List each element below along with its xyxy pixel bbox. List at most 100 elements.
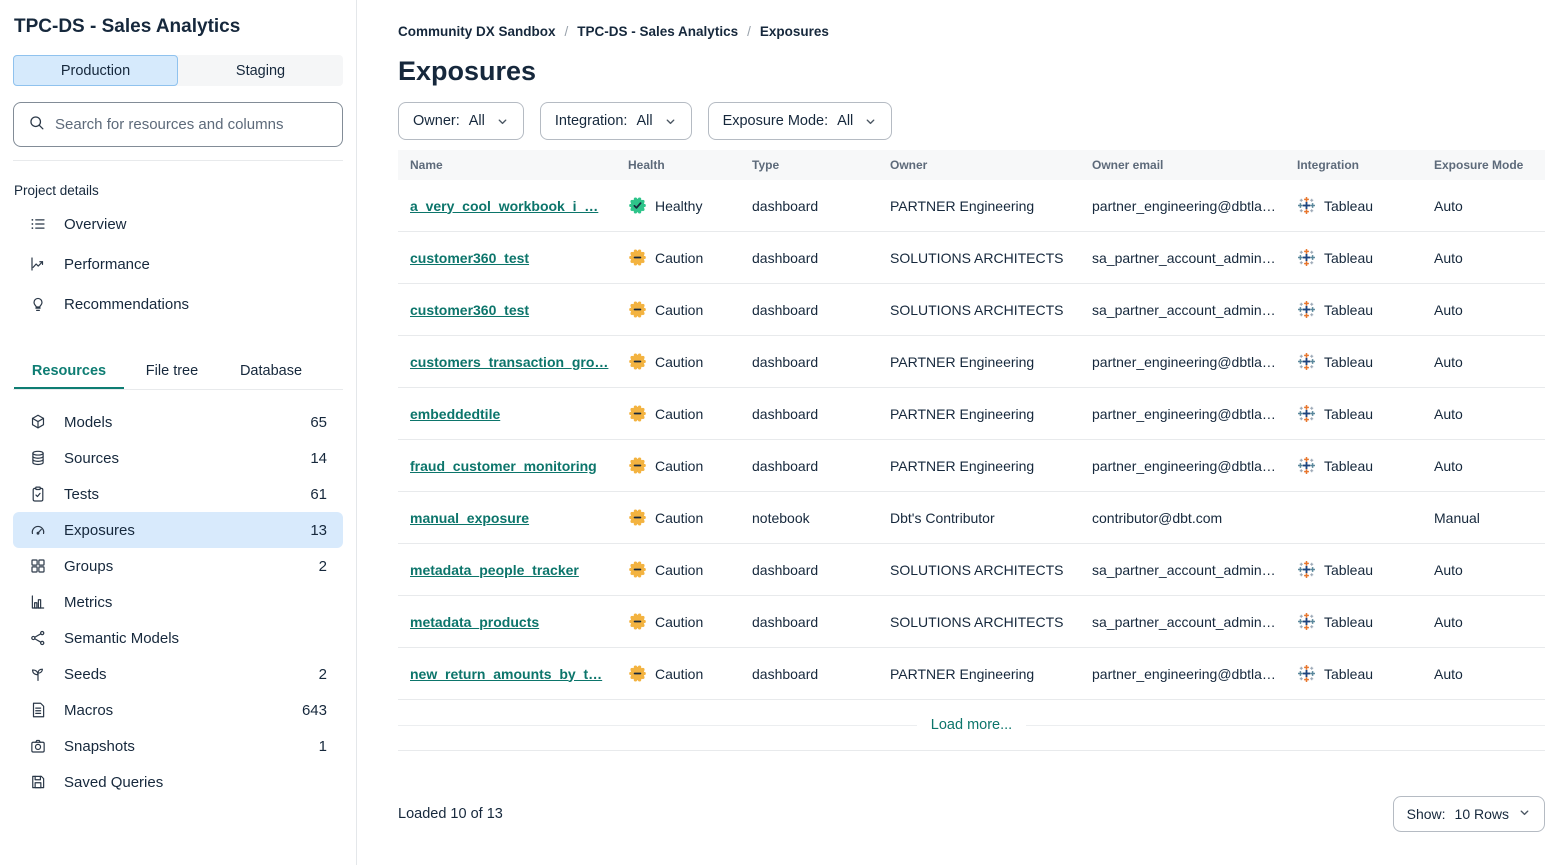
chart-line-icon bbox=[29, 255, 47, 273]
sidebar-item-semantic-models[interactable]: Semantic Models bbox=[13, 620, 343, 656]
exposure-name-link[interactable]: customer360_test bbox=[410, 249, 530, 266]
resource-label: Groups bbox=[64, 557, 114, 575]
column-header-owner: Owner bbox=[890, 158, 928, 172]
main-content: Community DX Sandbox / TPC-DS - Sales Anal… bbox=[357, 0, 1559, 865]
exposure-name-link[interactable]: metadata_people_tracker bbox=[410, 561, 579, 578]
health-caution-icon bbox=[628, 612, 647, 631]
bar-chart-icon bbox=[29, 593, 47, 611]
tab-database[interactable]: Database bbox=[239, 363, 303, 379]
cell-integration: Tableau bbox=[1285, 248, 1422, 267]
exposure-name-link[interactable]: fraud_customer_monitoring bbox=[410, 457, 597, 474]
resource-list: Models 65 Sources 14 Tests 61 Exposures 13 Group… bbox=[13, 404, 343, 800]
tab-staging[interactable]: Staging bbox=[235, 62, 286, 79]
sidebar-item-exposures[interactable]: Exposures 13 bbox=[13, 512, 343, 548]
filter-label: Integration: bbox=[554, 113, 628, 129]
sidebar-item-snapshots[interactable]: Snapshots 1 bbox=[13, 728, 343, 764]
camera-icon bbox=[29, 737, 47, 755]
exposure-name-link[interactable]: customer360_test bbox=[410, 301, 530, 318]
load-more-divider-right bbox=[1026, 724, 1546, 726]
resource-label: Semantic Models bbox=[64, 629, 180, 647]
table-row: embeddedtile Caution dashboard PARTNER Engi… bbox=[398, 388, 1545, 440]
sidebar-item-overview[interactable]: Overview bbox=[13, 204, 343, 244]
cell-owner: SOLUTIONS ARCHITECTS bbox=[890, 301, 1064, 318]
resource-label: Metrics bbox=[64, 593, 113, 611]
resource-label: Tests bbox=[64, 485, 100, 503]
health-healthy-icon bbox=[628, 196, 647, 215]
resource-label: Snapshots bbox=[64, 737, 135, 755]
show-rows-value: 10 Rows bbox=[1454, 806, 1509, 822]
show-rows-dropdown[interactable]: Show: 10 Rows bbox=[1392, 796, 1545, 832]
breadcrumb: Community DX Sandbox / TPC-DS - Sales Anal… bbox=[398, 24, 1545, 39]
exposure-name-link[interactable]: manual_exposure bbox=[410, 509, 530, 526]
grid-icon bbox=[29, 557, 47, 575]
resource-label: Sources bbox=[64, 449, 120, 467]
project-details-label: Project details bbox=[14, 183, 99, 198]
exposure-name-link[interactable]: embeddedtile bbox=[410, 405, 501, 422]
table-row: metadata_products Caution dashboard SOLUTIO… bbox=[398, 596, 1545, 648]
filter-exposure-mode[interactable]: Exposure Mode: All bbox=[707, 102, 893, 140]
health-label: Caution bbox=[655, 665, 704, 682]
integration-label: Tableau bbox=[1324, 197, 1374, 214]
integration-label: Tableau bbox=[1324, 457, 1374, 474]
search-box[interactable] bbox=[13, 102, 343, 147]
cell-owner: SOLUTIONS ARCHITECTS bbox=[890, 561, 1064, 578]
breadcrumb-item[interactable]: Community DX Sandbox bbox=[398, 24, 556, 39]
column-header-health: Health bbox=[628, 158, 665, 172]
table-row: metadata_people_tracker Caution dashboard S… bbox=[398, 544, 1545, 596]
sidebar-item-models[interactable]: Models 65 bbox=[13, 404, 343, 440]
sidebar-item-label: Overview bbox=[64, 215, 127, 233]
resource-count: 65 bbox=[310, 413, 327, 431]
filter-bar: Owner: All Integration: All Exposure Mode: Al… bbox=[398, 102, 1545, 140]
sidebar-item-tests[interactable]: Tests 61 bbox=[13, 476, 343, 512]
tab-file-tree[interactable]: File tree bbox=[145, 363, 199, 379]
column-header-owner-email: Owner email bbox=[1092, 158, 1164, 172]
cell-health: Caution bbox=[616, 404, 740, 423]
cell-owner-email: partner_engineering@dbtla… bbox=[1092, 353, 1276, 370]
sidebar-item-saved-queries[interactable]: Saved Queries bbox=[13, 764, 343, 800]
cell-exposure-mode: Auto bbox=[1434, 561, 1463, 578]
health-label: Caution bbox=[655, 457, 704, 474]
sidebar-item-groups[interactable]: Groups 2 bbox=[13, 548, 343, 584]
tab-resources[interactable]: Resources bbox=[14, 354, 124, 389]
cell-integration: Tableau bbox=[1285, 560, 1422, 579]
health-label: Healthy bbox=[655, 197, 703, 214]
filter-owner[interactable]: Owner: All bbox=[398, 102, 524, 140]
tab-production[interactable]: Production bbox=[13, 55, 178, 86]
cell-name: metadata_products bbox=[398, 614, 616, 630]
health-label: Caution bbox=[655, 613, 704, 630]
column-header-exposure-mode: Exposure Mode bbox=[1434, 158, 1524, 172]
exposure-name-link[interactable]: metadata_products bbox=[410, 613, 540, 630]
tableau-icon bbox=[1297, 456, 1316, 475]
tableau-icon bbox=[1297, 248, 1316, 267]
cell-exposure-mode: Auto bbox=[1434, 301, 1463, 318]
filter-integration[interactable]: Integration: All bbox=[539, 102, 692, 140]
sidebar-item-macros[interactable]: Macros 643 bbox=[13, 692, 343, 728]
sidebar-item-metrics[interactable]: Metrics bbox=[13, 584, 343, 620]
cell-owner-email: partner_engineering@dbtla… bbox=[1092, 665, 1276, 682]
column-header-integration: Integration bbox=[1297, 158, 1359, 172]
cube-icon bbox=[29, 413, 47, 431]
cell-name: new_return_amounts_by_t… bbox=[398, 666, 616, 682]
exposure-name-link[interactable]: customers_transaction_gro… bbox=[410, 353, 609, 370]
cell-owner-email: partner_engineering@dbtla… bbox=[1092, 197, 1276, 214]
column-header-name: Name bbox=[410, 158, 443, 172]
cell-owner-email: partner_engineering@dbtla… bbox=[1092, 405, 1276, 422]
sidebar-item-sources[interactable]: Sources 14 bbox=[13, 440, 343, 476]
sidebar-item-recommendations[interactable]: Recommendations bbox=[13, 284, 343, 324]
cell-integration: Tableau bbox=[1285, 664, 1422, 683]
show-rows-label: Show: bbox=[1406, 806, 1446, 822]
exposure-name-link[interactable]: a_very_cool_workbook_i_… bbox=[410, 197, 599, 214]
tableau-icon bbox=[1297, 300, 1316, 319]
health-caution-icon bbox=[628, 664, 647, 683]
breadcrumb-item[interactable]: TPC-DS - Sales Analytics bbox=[577, 24, 739, 39]
breadcrumb-separator: / bbox=[564, 24, 569, 39]
breadcrumb-item: Exposures bbox=[759, 24, 829, 39]
exposure-name-link[interactable]: new_return_amounts_by_t… bbox=[410, 665, 603, 682]
search-input[interactable] bbox=[55, 116, 329, 133]
sidebar-item-seeds[interactable]: Seeds 2 bbox=[13, 656, 343, 692]
chevron-down-icon bbox=[1518, 806, 1531, 822]
cell-integration: Tableau bbox=[1285, 456, 1422, 475]
sidebar-item-performance[interactable]: Performance bbox=[13, 244, 343, 284]
load-more-link[interactable]: Load more... bbox=[930, 717, 1013, 733]
